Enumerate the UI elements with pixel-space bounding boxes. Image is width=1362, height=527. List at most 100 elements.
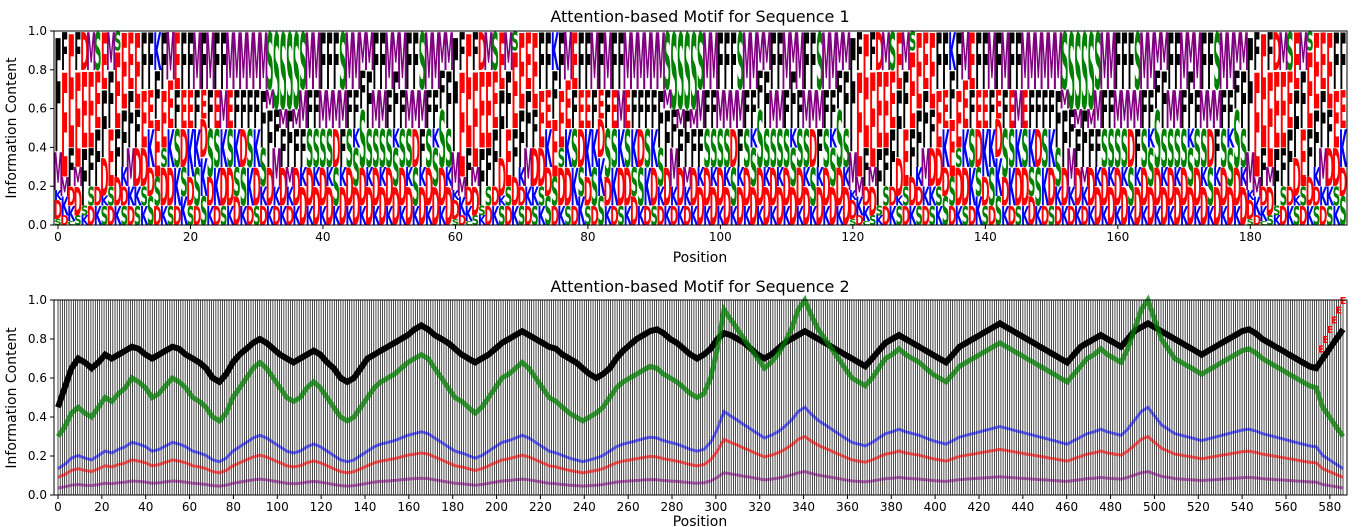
logo-letter: M	[1212, 79, 1222, 140]
logo-letter: D	[1259, 182, 1267, 212]
logo-letter: K	[1306, 201, 1314, 231]
logo-letter: K	[657, 182, 665, 212]
logo-letter: F	[1174, 19, 1181, 109]
logo-letter: S	[1101, 118, 1108, 179]
logo-letter: K	[352, 124, 360, 154]
logo-letter: K	[822, 201, 830, 231]
logo-letter: S	[743, 118, 750, 179]
logo-letter: D	[312, 176, 320, 237]
logo-letter: K	[233, 118, 241, 179]
logo-letter: D	[180, 118, 188, 179]
logo-letter: F	[1207, 19, 1214, 109]
logo-letter: S	[140, 182, 147, 212]
logo-letter: D	[451, 195, 459, 225]
logo-letter: D	[200, 109, 208, 170]
logo-letter: M	[623, 19, 633, 109]
logo-letter: K	[200, 147, 208, 208]
x-tick-label: 40	[138, 500, 153, 514]
logo-letter: D	[113, 170, 121, 215]
logo-letter: S	[876, 203, 883, 219]
logo-letter: K	[54, 188, 63, 204]
logo-letter: D	[345, 157, 353, 218]
logo-letter: F	[101, 74, 108, 179]
logo-letter: F	[88, 138, 95, 199]
logo-letter: M	[1232, 21, 1242, 82]
logo-letter: F	[247, 79, 254, 140]
logo-letter: M	[662, 85, 672, 115]
logo-letter: D	[1067, 201, 1075, 231]
logo-letter: D	[683, 201, 691, 231]
logo-letter: D	[816, 176, 824, 237]
logo-letter: D	[1286, 182, 1294, 212]
logo-letter: F	[922, 77, 929, 167]
logo-letter: M	[331, 79, 341, 140]
logo-letter: K	[1054, 182, 1062, 212]
logo-letter: S	[617, 201, 624, 231]
logo-letter: S	[1127, 157, 1134, 218]
logo-letter: M	[1100, 19, 1110, 109]
logo-letter: M	[1225, 19, 1235, 109]
logo-letter: K	[67, 202, 76, 226]
x-tick-label: 580	[1318, 500, 1341, 514]
logo-letter: K	[703, 201, 711, 231]
logo-letter: K	[312, 162, 320, 192]
logo-letter: D	[782, 157, 790, 218]
logo-letter: F	[1161, 58, 1168, 148]
logo-letter: S	[87, 182, 94, 212]
chart-1-plot: SDKMFDKMEFCKDFESDMEFKSFEDDSFEMKDFESSKDFE…	[53, 3, 1347, 237]
logo-letter: K	[922, 182, 930, 212]
logo-letter: D	[392, 176, 400, 237]
logo-letter: D	[478, 21, 486, 82]
logo-letter: D	[60, 213, 69, 229]
logo-letter: S	[803, 118, 810, 179]
logo-letter: D	[551, 201, 559, 231]
logo-letter: M	[1000, 19, 1010, 109]
logo-letter: M	[285, 162, 295, 192]
logo-letter: S	[121, 201, 128, 231]
logo-letter: F	[240, 79, 247, 140]
logo-letter: F	[81, 135, 88, 225]
logo-letter: K	[359, 201, 367, 231]
logo-letter: S	[240, 157, 247, 218]
logo-letter: D	[564, 157, 572, 218]
logo-letter: D	[358, 157, 366, 218]
logo-letter: D	[663, 157, 671, 218]
logo-letter: M	[232, 19, 242, 109]
logo-letter: S	[1161, 118, 1168, 179]
logo-letter: F	[366, 58, 373, 148]
logo-letter: M	[616, 79, 626, 140]
logo-letter: S	[1187, 138, 1194, 199]
logo-letter: E	[485, 53, 492, 173]
logo-letter: F	[1055, 77, 1062, 167]
logo-letter: E	[214, 79, 221, 140]
logo-letter: F	[1167, 19, 1174, 109]
logo-letter: D	[902, 201, 910, 231]
logo-letter: E	[525, 19, 532, 109]
logo-letter: E	[180, 79, 187, 140]
x-tick-label: 400	[924, 500, 947, 514]
logo-letter: K	[61, 192, 69, 222]
logo-letter: S	[703, 118, 710, 179]
logo-letter: F	[730, 19, 737, 109]
logo-letter: D	[955, 157, 963, 218]
logo-letter: S	[452, 219, 459, 228]
logo-letter: F	[200, 19, 207, 109]
logo-letter: D	[325, 176, 333, 237]
y-tick-label: 0.0	[28, 488, 47, 502]
logo-letter: M	[53, 142, 63, 203]
logo-letter: F	[333, 19, 340, 109]
logo-letter: D	[948, 201, 956, 231]
logo-letter: S	[1008, 118, 1015, 179]
logo-letter: S	[412, 157, 419, 218]
logo-letter: S	[1134, 19, 1141, 109]
logo-letter: S	[571, 118, 578, 179]
logo-letter: D	[1127, 118, 1135, 179]
x-tick-label: 180	[1239, 230, 1262, 244]
logo-letter: F	[975, 19, 982, 109]
logo-letter: D	[54, 195, 62, 225]
logo-letter: E	[187, 79, 194, 140]
logo-letter: K	[346, 201, 354, 231]
logo-letter: D	[305, 157, 313, 218]
logo-letter: D	[438, 157, 446, 218]
logo-letter: K	[763, 162, 771, 192]
